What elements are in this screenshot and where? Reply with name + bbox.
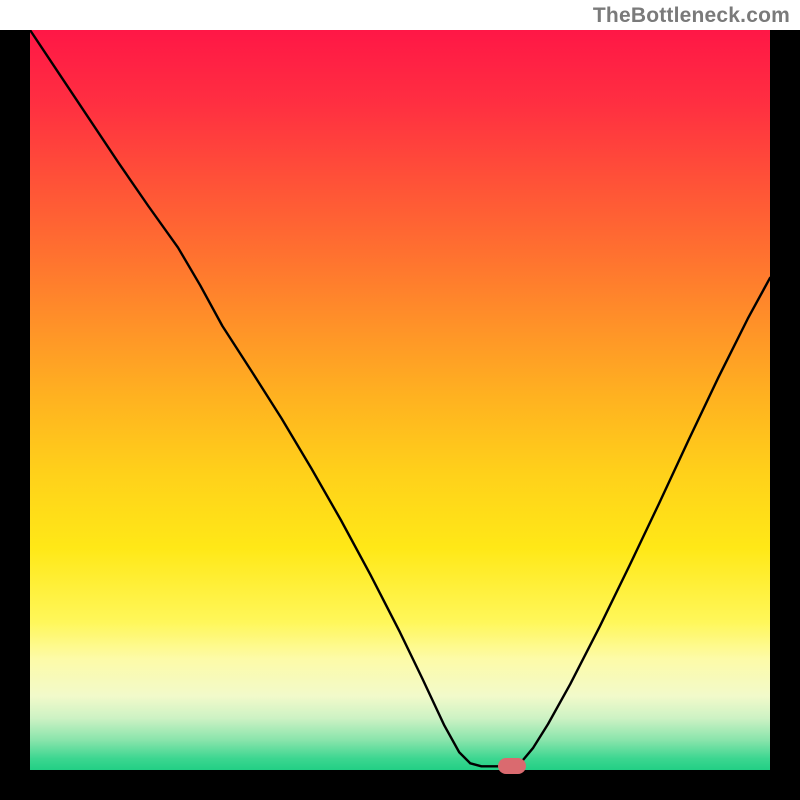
gradient-background [30, 30, 770, 770]
border-left [0, 30, 30, 800]
watermark-text: TheBottleneck.com [593, 4, 790, 28]
chart-svg [30, 30, 770, 770]
border-right [770, 30, 800, 800]
optimal-marker [498, 758, 526, 774]
border-bottom [0, 770, 800, 800]
chart-frame: TheBottleneck.com [0, 0, 800, 800]
plot-area [30, 30, 770, 770]
